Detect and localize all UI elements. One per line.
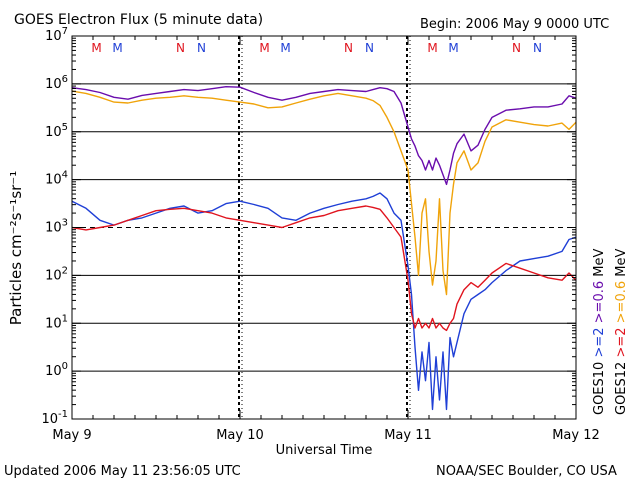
y-tick-label: 105 [45, 122, 68, 140]
chart-title: GOES Electron Flux (5 minute data) [14, 12, 263, 28]
legend: GOES10 >=2 >=0.6 MeV GOES12 >=2 >=0.6 MeV [592, 249, 629, 415]
y-tick-label: 106 [45, 74, 68, 92]
series-line [71, 192, 577, 411]
y-tick-label: 100 [45, 361, 68, 379]
y-tick-label: 104 [45, 170, 68, 188]
y-tick-label: 10-1 [41, 409, 68, 427]
mn-marker: M [91, 41, 101, 55]
x-axis-ticks: May 9 May 10 May 11 May 12 [52, 36, 600, 443]
updated-label: Updated 2006 May 11 23:56:05 UTC [4, 464, 241, 479]
mn-marker: N [533, 41, 542, 55]
y-axis-ticks: 10-1 100 101 102 103 104 105 106 107 [41, 26, 576, 427]
mn-marker: N [176, 41, 185, 55]
y-axis-label: Particles cm⁻²s⁻¹sr⁻¹ [7, 171, 25, 325]
legend-entry: GOES12 >=2 >=0.6 MeV [614, 249, 629, 415]
reference-lines [72, 83, 576, 372]
x-tick-label: May 11 [384, 428, 432, 443]
series-lines [71, 86, 577, 411]
mn-marker: M [112, 41, 122, 55]
mn-marker: N [344, 41, 353, 55]
mn-marker: N [512, 41, 521, 55]
credit-label: NOAA/SEC Boulder, CO USA [436, 464, 617, 479]
y-tick-label: 107 [45, 26, 68, 44]
day-boundary-markers [238, 36, 411, 419]
x-axis-label: Universal Time [276, 443, 373, 458]
mn-marker: N [365, 41, 374, 55]
y-tick-label: 102 [45, 265, 68, 283]
mn-marker: M [280, 41, 290, 55]
mn-marker: N [197, 41, 206, 55]
x-tick-label: May 9 [52, 428, 91, 443]
begin-label: Begin: 2006 May 9 0000 UTC [420, 17, 609, 32]
mn-marker: M [427, 41, 437, 55]
mn-marker: M [448, 41, 458, 55]
y-tick-label: 101 [45, 313, 68, 331]
mn-marker: M [259, 41, 269, 55]
y-tick-label: 103 [45, 218, 68, 236]
series-line [71, 90, 577, 296]
x-tick-label: May 12 [552, 428, 600, 443]
x-tick-label: May 10 [216, 428, 264, 443]
series-line [71, 205, 577, 332]
legend-entry: GOES10 >=2 >=0.6 MeV [592, 249, 607, 415]
series-line [71, 86, 577, 186]
